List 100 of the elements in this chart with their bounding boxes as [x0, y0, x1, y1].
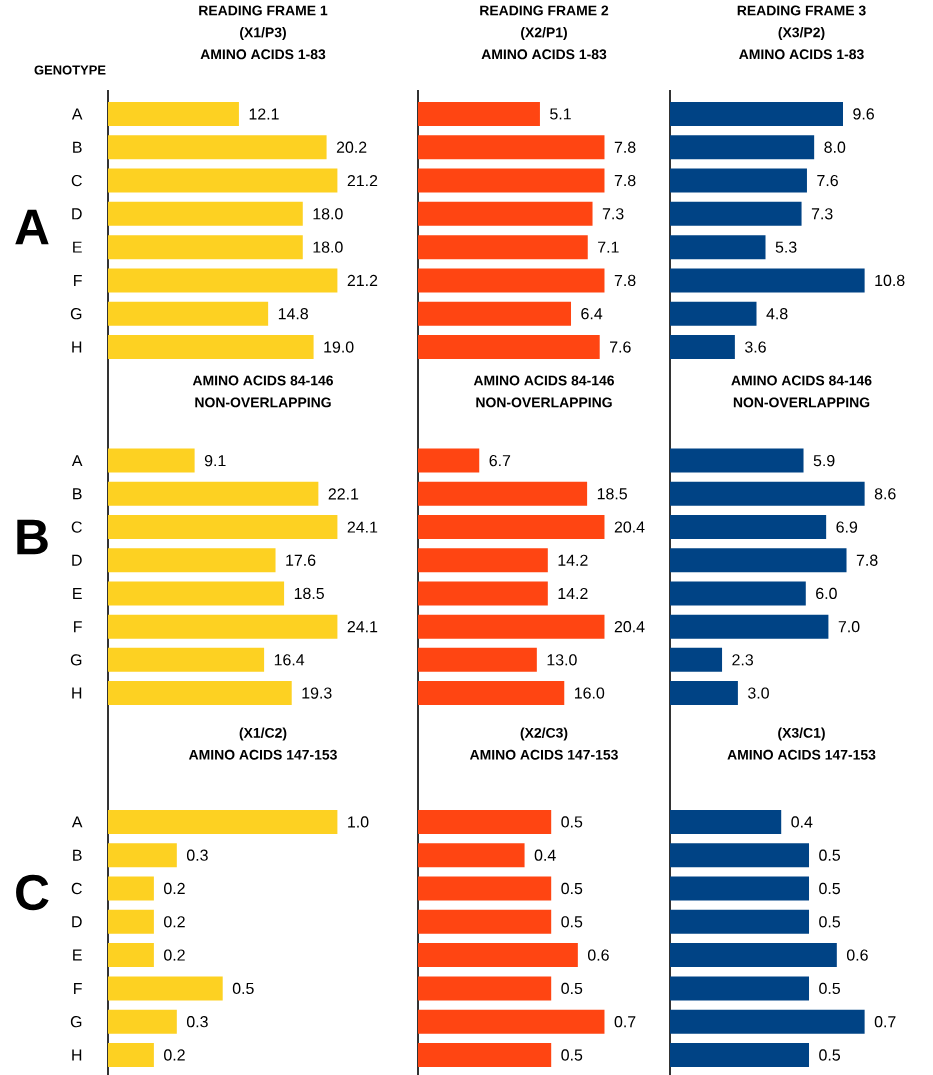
y-tick-label: D [72, 208, 82, 220]
chart-title: READING FRAME 3 [737, 5, 866, 16]
bar [108, 843, 177, 868]
data-label: 3.0 [748, 687, 769, 699]
bar [108, 481, 319, 506]
bar [670, 235, 766, 260]
chart-title: (X1/C2) [239, 727, 287, 741]
y-tick-label: A [71, 455, 83, 467]
bar [418, 843, 525, 868]
data-label: 7.6 [610, 341, 631, 353]
chart-subtitle: (X2/P1) [521, 27, 567, 41]
chart-title: READING FRAME 1 [199, 5, 328, 16]
data-label: 17.6 [286, 554, 316, 566]
y-tick-label: A [71, 816, 83, 828]
bar [418, 201, 593, 226]
data-label: 21.2 [347, 174, 378, 187]
data-label: 8.0 [824, 141, 846, 153]
bar [418, 101, 540, 126]
bar [108, 943, 154, 968]
bar [418, 976, 552, 1001]
bar [670, 909, 810, 934]
bar [108, 681, 292, 706]
y-tick-label: F [74, 274, 82, 286]
data-label: 24.1 [347, 521, 378, 533]
chart-subtitle: (X1/P3) [240, 27, 286, 41]
data-label: 0.5 [232, 982, 254, 995]
data-label: 0.2 [164, 882, 185, 895]
data-label: 0.5 [561, 982, 583, 995]
chart-title: (X3/C1) [778, 727, 825, 741]
y-tick-label: F [74, 982, 82, 994]
data-label: 20.4 [614, 521, 645, 533]
y-tick-label: E [73, 587, 82, 599]
data-label: 20.2 [336, 141, 367, 153]
y-tick-label: B [73, 488, 82, 500]
data-label: 9.6 [853, 108, 874, 120]
data-label: 21.2 [347, 274, 378, 286]
data-label: 7.6 [817, 174, 838, 187]
chart-subtitle: (X3/P2) [778, 27, 825, 41]
y-tick-label: F [74, 621, 82, 633]
bar [670, 335, 735, 360]
data-label: 0.5 [561, 816, 583, 828]
data-label: 2.3 [732, 654, 754, 666]
data-label: 5.9 [813, 454, 835, 467]
bar [670, 843, 810, 868]
bar [670, 168, 807, 193]
chart-subtitle: AMINO ACIDS 147-153 [469, 749, 618, 760]
data-label: 0.6 [587, 949, 609, 961]
data-label: 6.4 [581, 308, 603, 320]
y-tick-label: E [73, 949, 82, 961]
text: AMINO ACIDS 1-83 [481, 49, 607, 60]
y-tick-label: C [71, 174, 82, 187]
y-axis-title: A [15, 209, 49, 245]
data-label: 5.3 [775, 241, 797, 253]
data-label: 24.1 [347, 621, 378, 633]
bar [418, 876, 552, 901]
data-label: 10.8 [875, 274, 905, 287]
data-label: 7.3 [811, 208, 833, 220]
y-tick-label: B [73, 141, 82, 153]
data-label: 0.7 [614, 1016, 636, 1028]
text: GENOTYPE [34, 65, 106, 75]
data-label: 0.2 [164, 1049, 185, 1061]
y-tick-label: E [73, 241, 82, 253]
data-label: 8.6 [874, 488, 896, 500]
bar [670, 1009, 865, 1034]
bar [108, 301, 269, 326]
data-label: 18.0 [313, 241, 343, 253]
bar [418, 1009, 605, 1034]
bar [670, 135, 815, 160]
data-label: 14.2 [558, 554, 588, 566]
data-label: 12.1 [249, 108, 279, 120]
data-label: 5.1 [550, 108, 571, 120]
bar [418, 647, 537, 672]
bar [108, 1043, 154, 1068]
y-tick-label: H [72, 687, 82, 699]
bar [108, 809, 338, 834]
y-tick-label: G [70, 654, 82, 666]
data-label: 18.5 [294, 587, 324, 600]
chart-subtitle: AMINO ACIDS 147-153 [727, 749, 876, 760]
data-label: 0.5 [561, 1049, 583, 1061]
data-label: 18.5 [597, 488, 627, 500]
bar [418, 1043, 552, 1068]
bar [670, 515, 827, 540]
bar [670, 876, 810, 901]
bar [670, 101, 843, 126]
chart-title: AMINO ACIDS 84-146 [473, 375, 614, 386]
chart-title: (X2/C3) [520, 727, 568, 741]
bar [670, 647, 723, 672]
data-label: 7.8 [614, 174, 636, 187]
bar [670, 681, 738, 706]
data-label: 7.0 [838, 621, 860, 633]
data-label: 0.5 [819, 882, 841, 895]
data-label: 20.4 [614, 621, 645, 633]
chart-subtitle: AMINO ACIDS 147-153 [188, 749, 337, 760]
data-label: 0.4 [534, 849, 556, 861]
chart-subtitle: NON-OVERLAPPING [733, 397, 870, 408]
bar [670, 268, 865, 293]
y-tick-label: B [73, 849, 82, 861]
bar [108, 101, 239, 126]
y-tick-label: C [71, 882, 82, 895]
y-tick-label: G [70, 1016, 82, 1028]
